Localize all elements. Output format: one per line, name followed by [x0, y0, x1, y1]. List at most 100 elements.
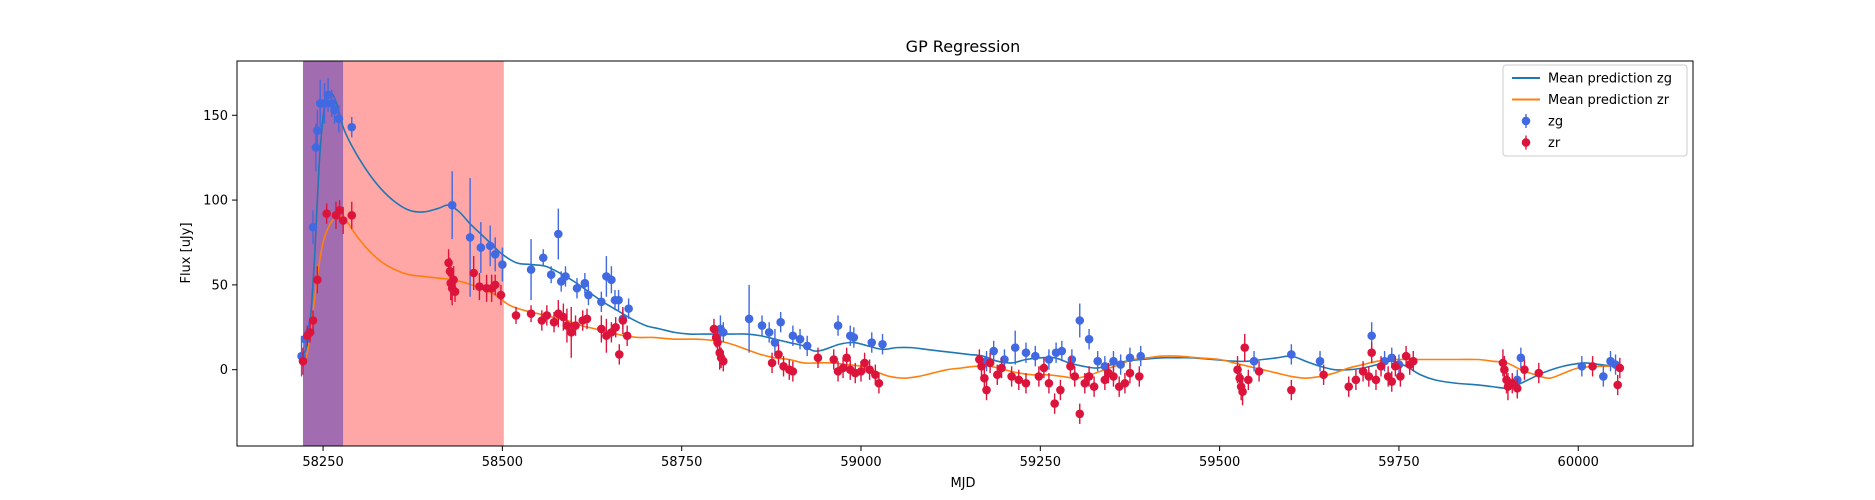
point-marker [330, 105, 339, 115]
point-marker [764, 328, 774, 337]
point-marker [322, 209, 331, 218]
point-marker [1084, 372, 1094, 381]
point-marker [1080, 378, 1090, 388]
point-marker [757, 321, 767, 330]
point-marker [582, 314, 592, 324]
legend-entry-zg: Mean prediction zg [1512, 72, 1672, 87]
point-marker [829, 355, 839, 364]
point-marker [1577, 361, 1587, 371]
point-marker [542, 311, 552, 320]
point-marker [485, 241, 495, 251]
point-marker [1235, 373, 1245, 383]
data-point-zr [1056, 379, 1065, 401]
point-marker [1387, 377, 1397, 386]
point-marker [1109, 356, 1118, 366]
point-marker [526, 265, 536, 274]
data-point-zr [347, 201, 357, 229]
data-point-zr [982, 379, 991, 401]
point-marker [475, 282, 484, 291]
point-marker [1351, 375, 1361, 385]
point-marker [977, 361, 986, 371]
data-point-zr [992, 364, 1002, 385]
point-marker [562, 321, 572, 330]
point-marker [511, 311, 521, 320]
point-marker [776, 317, 785, 327]
data-point-zg [989, 340, 998, 362]
data-point-zr [767, 352, 777, 374]
point-marker [813, 353, 823, 363]
data-point-zg [490, 237, 500, 272]
data-point-zr [718, 351, 728, 372]
chart-title: GP Regression [906, 37, 1021, 56]
data-point-zg [323, 77, 333, 112]
data-point-zg [607, 266, 616, 294]
shaded-region-2 [343, 61, 504, 446]
point-marker [554, 229, 563, 239]
point-marker [1057, 346, 1067, 356]
data-point-zr [526, 305, 536, 323]
data-point-zr [1319, 364, 1328, 385]
data-point-zr [788, 361, 798, 382]
x-tick-label: 58250 [302, 455, 343, 470]
point-marker [597, 324, 606, 334]
point-marker [1044, 355, 1054, 364]
point-marker [1100, 375, 1110, 385]
point-marker [1100, 361, 1110, 371]
data-point-zr [1125, 362, 1135, 384]
point-marker [871, 370, 880, 380]
point-marker [1367, 348, 1376, 358]
data-point-zg [624, 298, 633, 319]
data-points [297, 77, 1625, 424]
data-point-zg [764, 322, 774, 343]
x-axis-label: MJD [950, 476, 975, 491]
point-marker [347, 122, 357, 132]
data-point-zr [335, 200, 344, 221]
point-marker [313, 126, 322, 135]
point-marker [1084, 334, 1094, 344]
data-point-zr [1613, 374, 1622, 396]
data-point-zr [1364, 366, 1374, 387]
data-point-zr [1408, 351, 1418, 372]
data-point-zr [1376, 356, 1386, 377]
point-marker [496, 290, 506, 300]
data-point-zr [1021, 373, 1031, 394]
point-marker [311, 143, 321, 152]
data-point-zg [597, 291, 606, 313]
data-point-zr [1615, 357, 1625, 379]
point-marker [718, 356, 728, 366]
point-marker [447, 200, 457, 210]
point-marker [1075, 409, 1085, 419]
data-point-zr [1244, 369, 1253, 391]
point-marker [992, 370, 1002, 380]
legend: Mean prediction zg Mean prediction zr zg zr [1502, 64, 1688, 157]
point-marker [614, 350, 624, 359]
point-marker [490, 280, 500, 290]
data-point-zr [1089, 376, 1099, 397]
data-point-zr [1134, 366, 1144, 387]
x-tick-label: 58500 [482, 455, 523, 470]
point-marker [561, 272, 570, 281]
data-point-zr [977, 356, 986, 377]
y-axis-label: Flux [uJy] [179, 222, 194, 283]
data-point-zg [776, 312, 785, 333]
data-point-zr [1358, 361, 1368, 382]
point-marker [802, 341, 812, 351]
point-marker [1021, 378, 1031, 388]
legend-label: Mean prediction zg [1548, 72, 1672, 87]
data-point-zr [874, 373, 884, 394]
data-point-zr [1070, 366, 1080, 387]
data-point-zg [1093, 351, 1102, 372]
point-marker [498, 260, 507, 269]
point-marker [469, 268, 478, 278]
point-marker [1344, 382, 1354, 391]
data-point-zg [347, 116, 357, 138]
data-point-zr [469, 256, 478, 290]
data-point-zr [313, 266, 322, 294]
point-marker [572, 283, 582, 293]
point-marker [335, 205, 344, 215]
data-point-zg [447, 171, 457, 240]
point-marker [1120, 378, 1130, 388]
point-marker [718, 328, 728, 337]
data-point-zg [526, 239, 536, 301]
axes-ticks: 58250 58500 58750 59000 59250 59500 59750 60000… [203, 109, 1599, 470]
